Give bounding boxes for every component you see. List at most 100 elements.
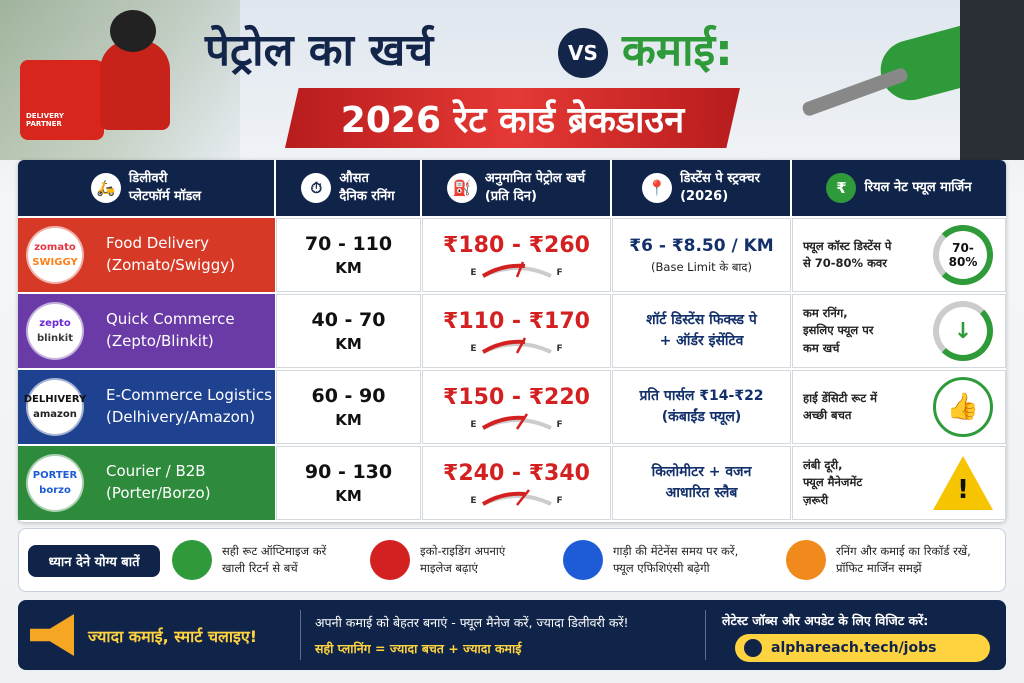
running-range: 60 - 90 (311, 385, 386, 408)
logo-text: DELHIVERY (23, 394, 87, 405)
header-text: औसत दैनिक रनिंग (339, 170, 394, 205)
logo-text: blinkit (37, 333, 73, 344)
tip-line: प्रॉफिट मार्जिन समझें (836, 561, 922, 575)
gauge-fill (481, 491, 525, 506)
badge: 70-80% (948, 241, 978, 269)
logo: zomato SWIGGY (28, 228, 82, 282)
margin-line: कम खर्च (803, 340, 840, 355)
running-cell: 60 - 90 KM (276, 370, 421, 444)
platform-text: E-Commerce Logistics (Delhivery/Amazon) (106, 385, 272, 429)
tip-icon (563, 540, 603, 580)
platform-text: Courier / B2B (Porter/Borzo) (106, 461, 211, 505)
header-line: रियल नेट फ्यूल मार्जिन (864, 180, 972, 196)
gauge-e: E (470, 419, 477, 430)
header-line: औसत (339, 171, 369, 187)
margin-icon: ! (933, 456, 993, 510)
gauge-svg (481, 488, 552, 506)
title-right: कमाई: (622, 25, 733, 76)
header-cell: ⛽ अनुमानित पेट्रोल खर्च (प्रति दिन) (422, 160, 610, 216)
cost: ₹150 - ₹220 (443, 384, 590, 410)
margin-line: से 70-80% कवर (803, 256, 888, 270)
url-pill: alphareach.tech/jobs (735, 634, 990, 662)
header-icon: 📍 (642, 173, 673, 203)
margin-cell: हाई डेंसिटी रूट में अच्छी बचत 👍 (792, 370, 1006, 444)
platforms: (Delhivery/Amazon) (106, 408, 256, 426)
rider (100, 40, 170, 130)
cost: ₹180 - ₹260 (443, 232, 590, 258)
tip-line: फ्यूल एफिशिएंसी बढ़ेगी (613, 561, 710, 575)
header-cell: ⏱ औसत दैनिक रनिंग (276, 160, 420, 216)
header-line: (2026) (680, 189, 729, 204)
margin-text: फ्यूल कॉस्ट डिस्टेंस पे से 70-80% कवर (803, 238, 891, 273)
category: E-Commerce Logistics (106, 386, 272, 405)
helmet (110, 10, 156, 52)
pay-line: किलोमीटर + वजन (651, 464, 752, 480)
header-icon: 🛵 (90, 173, 121, 203)
header-text: डिस्टेंस पे स्ट्रक्चर (2026) (680, 170, 760, 205)
header-icon: ₹ (826, 173, 857, 203)
logo-text: zepto (39, 318, 71, 329)
delivery-bag: DELIVERY PARTNER (20, 60, 104, 140)
cost-cell: ₹110 - ₹170 E F (422, 294, 611, 368)
pay-line: ₹6 - ₹8.50 / KM (629, 235, 774, 256)
running-unit: KM (335, 334, 362, 353)
header-icon: ⛽ (446, 173, 477, 203)
pay-line: (कंबाईंड फ्यूल) (661, 409, 742, 425)
platforms: (Zepto/Blinkit) (106, 332, 214, 350)
pay-line: + ऑर्डर इंसेंटिव (659, 333, 744, 349)
platform-cell: PORTER borzo Courier / B2B (Porter/Borzo) (18, 446, 275, 520)
header-icon: ⏱ (301, 173, 332, 203)
subtitle-banner: 2026 रेट कार्ड ब्रेकडाउन (285, 88, 740, 148)
gauge-svg (481, 336, 552, 354)
title-left: पेट्रोल का खर्च (205, 25, 434, 76)
tips-label: ध्यान देने योग्य बातें (28, 545, 160, 577)
cost-cell: ₹150 - ₹220 E F (422, 370, 611, 444)
tip-line: रनिंग और कमाई का रिकॉर्ड रखें, (836, 544, 971, 559)
margin-icon: 👍 (933, 377, 993, 437)
pay-line: (Base Limit के बाद) (651, 260, 752, 275)
header-cell: ₹ रियल नेट फ्यूल मार्जिन (792, 160, 1006, 216)
gauge-f: F (556, 343, 563, 354)
tip-line: खाली रिटर्न से बचें (222, 561, 298, 575)
running-cell: 70 - 110 KM (276, 218, 421, 292)
header-cell: 📍 डिस्टेंस पे स्ट्रक्चर (2026) (612, 160, 790, 216)
margin-cell: लंबी दूरी, फ्यूल मैनेजमेंट ज़रूरी! (792, 446, 1006, 520)
tip-text: रनिंग और कमाई का रिकॉर्ड रखें, प्रॉफिट मा… (836, 543, 971, 576)
margin-line: ज़रूरी (803, 492, 829, 507)
margin-cell: कम रनिंग, इसलिए फ्यूल पर कम खर्च ↓ (792, 294, 1006, 368)
tip-line: गाड़ी की मेंटेनेंस समय पर करें, (613, 544, 739, 559)
gauge-needle (515, 412, 528, 430)
margin-cell: फ्यूल कॉस्ट डिस्टेंस पे से 70-80% कवर 70-8… (792, 218, 1006, 292)
gauge-needle (515, 488, 530, 506)
gauge-f: F (556, 495, 563, 506)
logo-text: amazon (33, 409, 77, 420)
running-unit: KM (335, 410, 362, 429)
logo: PORTER borzo (28, 456, 82, 510)
tip-text: गाड़ी की मेंटेनेंस समय पर करें, फ्यूल एफि… (613, 543, 738, 576)
cost: ₹110 - ₹170 (443, 308, 590, 334)
footer-visit: लेटेस्ट जॉब्स और अपडेट के लिए विजिट करें… (722, 613, 929, 628)
gauge-e: E (470, 267, 477, 278)
gauge-needle (515, 336, 526, 354)
running-range: 70 - 110 (304, 233, 393, 256)
platforms: (Zomato/Swiggy) (106, 256, 235, 274)
pay-cell: प्रति पार्सल ₹14-₹22 (कंबाईंड फ्यूल) (612, 370, 791, 444)
footer-tagline: सही प्लानिंग = ज्यादा बचत + ज्यादा कमाई (315, 641, 522, 656)
margin-text: हाई डेंसिटी रूट में अच्छी बचत (803, 390, 877, 425)
header-line: दैनिक रनिंग (339, 189, 395, 204)
footer-slogan: ज्यादा कमाई, स्मार्ट चलाइए! (88, 627, 258, 646)
margin-text: कम रनिंग, इसलिए फ्यूल पर कम खर्च (803, 305, 873, 357)
platform-cell: zepto blinkit Quick Commerce (Zepto/Blinkit… (18, 294, 275, 368)
margin-line: अच्छी बचत (803, 408, 852, 422)
platforms: (Porter/Borzo) (106, 484, 211, 502)
gauge-e: E (470, 343, 477, 354)
logo: DELHIVERY amazon (24, 380, 86, 434)
pay-cell: शॉर्ट डिस्टेंस फिक्स्ड पे + ऑर्डर इंसेंटि… (612, 294, 791, 368)
globe-icon (744, 639, 762, 657)
footer-url: alphareach.tech/jobs (771, 640, 937, 656)
header-line: डिलीवरी (128, 171, 168, 187)
pay-cell: किलोमीटर + वजन आधारित स्लैब (612, 446, 791, 520)
gauge-fill (481, 415, 525, 430)
